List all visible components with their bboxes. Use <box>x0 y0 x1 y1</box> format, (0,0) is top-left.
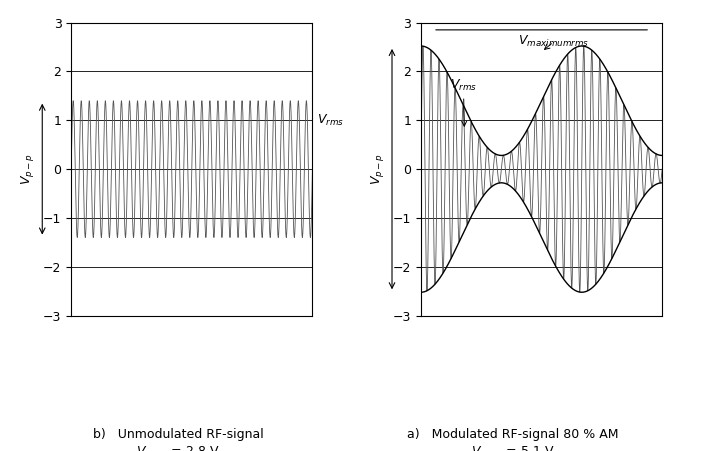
Text: b)   Unmodulated RF-signal
$V_{p-p}$ = 2,8 V
$V_{rms}$ = 1,0 V: b) Unmodulated RF-signal $V_{p-p}$ = 2,8… <box>93 428 263 451</box>
Text: $V_{p-p}$: $V_{p-p}$ <box>369 153 386 185</box>
Text: a)   Modulated RF-signal 80 % AM
$V_{p-p}$ = 5,1 V
$V_{rms}$ = 1,15 V
$V_{maximu: a) Modulated RF-signal 80 % AM $V_{p-p}$… <box>407 428 619 451</box>
Text: $V_{maximum rms}$: $V_{maximum rms}$ <box>518 34 590 50</box>
Text: $V_{rms}$: $V_{rms}$ <box>450 78 477 126</box>
Text: $V_{p-p}$: $V_{p-p}$ <box>19 153 36 185</box>
Text: $V_{rms}$: $V_{rms}$ <box>318 113 345 128</box>
